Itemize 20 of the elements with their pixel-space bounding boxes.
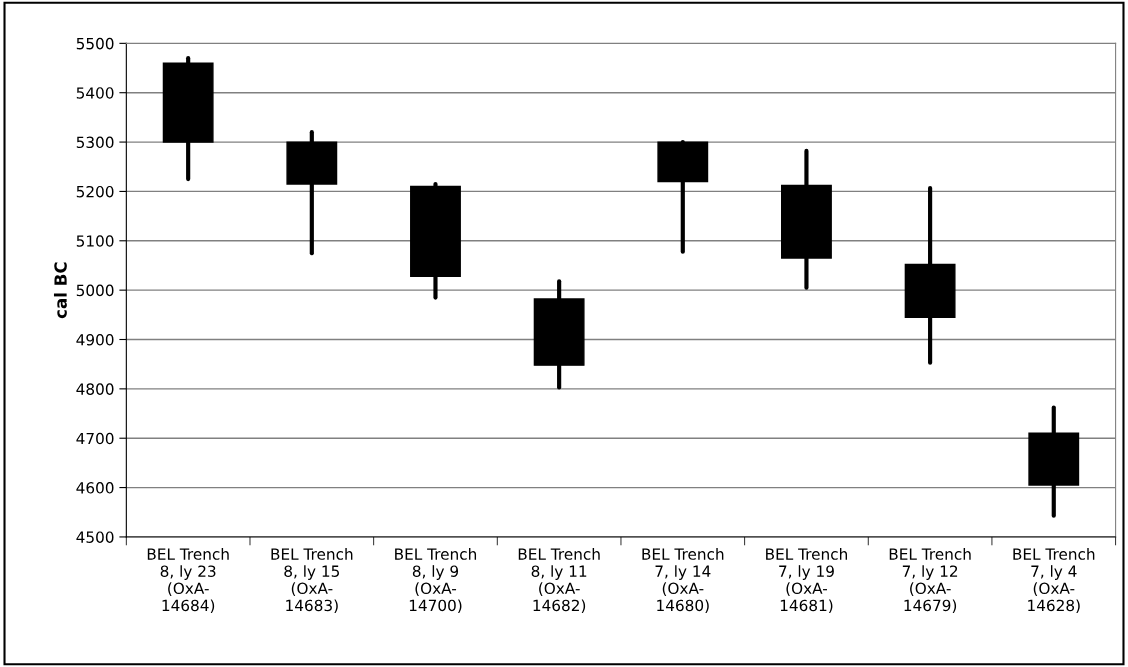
y-tick-label: 5200 [76, 185, 114, 198]
y-tick-label: 4900 [76, 333, 114, 346]
y-tick-label: 4500 [76, 531, 114, 543]
y-tick-label: 5100 [76, 235, 114, 247]
y-tick-label: 5400 [76, 87, 114, 99]
y-axis-title: cal BC [53, 262, 67, 319]
x-tick-label: BEL Trench 8, ly 15 (OxA- 14683) [271, 548, 353, 613]
x-tick-label: BEL Trench 8, ly 23 (OxA- 14684) [147, 548, 229, 613]
y-tick-label: 5300 [76, 136, 114, 149]
x-tick-label: BEL Trench 7, ly 12 (OxA- 14679) [889, 548, 971, 613]
y-tick-label: 4600 [76, 482, 114, 494]
x-tick-label: BEL Trench 7, ly 14 (OxA- 14680) [642, 548, 724, 613]
x-tick-label: BEL Trench 8, ly 9 (OxA- 14700) [395, 548, 477, 613]
y-tick-label: 5500 [76, 37, 114, 50]
y-tick-label: 4800 [76, 383, 114, 395]
y-tick-label: 4700 [76, 432, 114, 445]
x-tick-label: BEL Trench 7, ly 4 (OxA- 14628) [1013, 548, 1095, 613]
x-tick-label: BEL Trench 7, ly 19 (OxA- 14681) [766, 548, 847, 613]
x-tick-label: BEL Trench 8, ly 11 (OxA- 14682) [518, 548, 600, 613]
y-tick-label: 5000 [76, 284, 114, 297]
